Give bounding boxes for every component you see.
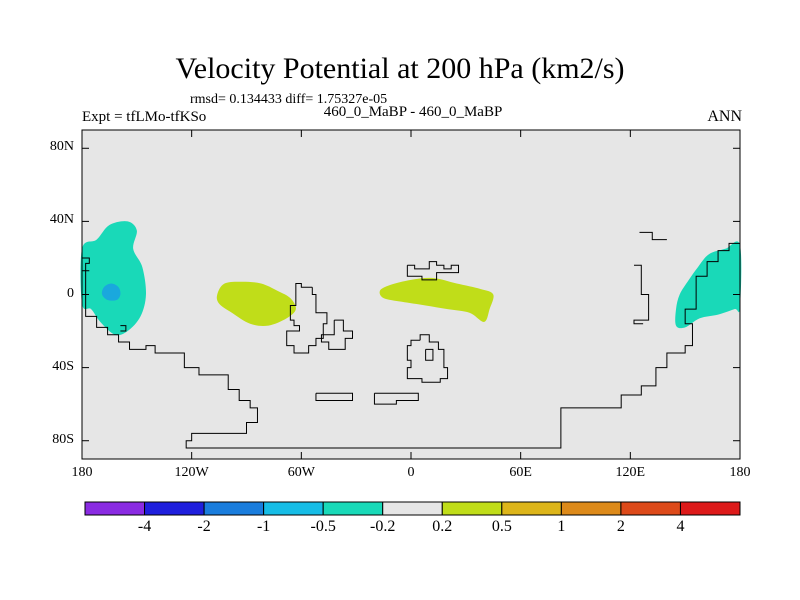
- colorbar-label: 4: [676, 518, 685, 535]
- colorbar-label: 1: [557, 518, 566, 535]
- season-label: ANN: [707, 108, 742, 125]
- colorbar-label: -1: [256, 518, 271, 535]
- coastline-9: [639, 231, 667, 241]
- y-tick-label: 40S: [52, 358, 74, 374]
- colorbar-box: [501, 501, 562, 516]
- x-tick-label: 180: [71, 465, 93, 480]
- colorbar-box: [144, 501, 205, 516]
- coastline-4: [406, 261, 460, 281]
- x-tick-label: 120W: [174, 465, 209, 480]
- coastline-2: [286, 283, 328, 354]
- colorbar-box: [382, 501, 443, 516]
- plot-title: Velocity Potential at 200 hPa (km2/s): [175, 52, 625, 85]
- region-pos-atlantic: [216, 281, 296, 326]
- coastline-11: [120, 325, 127, 332]
- colorbar-label: 0.2: [432, 518, 453, 535]
- colorbar-box: [263, 501, 324, 516]
- y-tick-label: 80S: [52, 431, 74, 447]
- coastline-10: [633, 264, 650, 325]
- coastline-0: [82, 242, 740, 449]
- colorbar: [84, 501, 741, 516]
- colorbar-box: [560, 501, 622, 516]
- coastline-7: [315, 392, 354, 402]
- coastlines: [82, 231, 740, 449]
- coastline-3: [320, 319, 354, 350]
- x-tick-label: 60W: [287, 465, 315, 480]
- x-tick-label: 60E: [509, 465, 532, 480]
- region-pos-indian: [379, 277, 494, 322]
- region-neg-west-core: [101, 283, 121, 301]
- coastline-8: [373, 392, 419, 405]
- colorbar-label: 0.5: [491, 518, 512, 535]
- colorbar-box: [84, 501, 146, 516]
- colorbar-box: [441, 501, 503, 516]
- colorbar-label: 2: [616, 518, 625, 535]
- x-tick-label: 0: [407, 465, 415, 480]
- x-tick-label: 180: [729, 465, 751, 480]
- colorbar-label: -2: [197, 518, 211, 535]
- experiment-label: Expt = tfLMo-tfKSo: [82, 109, 207, 125]
- contour-regions: [80, 221, 742, 336]
- stats-line: rmsd= 0.134433 diff= 1.75327e-05: [190, 92, 388, 107]
- x-tick-label: 120E: [615, 465, 646, 480]
- case-label: 460_0_MaBP - 460_0_MaBP: [323, 104, 503, 120]
- region-neg-west: [80, 221, 147, 336]
- y-tick-label: 40N: [49, 212, 74, 228]
- axis-ticks: [81, 130, 741, 459]
- colorbar-box: [620, 501, 681, 516]
- colorbar-box: [203, 501, 265, 516]
- colorbar-box: [322, 501, 384, 516]
- colorbar-box: [679, 501, 741, 516]
- y-tick-label: 0: [67, 285, 74, 301]
- colorbar-label: -4: [137, 518, 152, 535]
- y-tick-label: 80N: [49, 139, 74, 155]
- coastline-6: [425, 348, 434, 361]
- region-neg-east: [675, 241, 742, 329]
- colorbar-label: -0.5: [310, 518, 336, 535]
- coastline-5: [406, 334, 449, 383]
- colorbar-label: -0.2: [370, 518, 396, 535]
